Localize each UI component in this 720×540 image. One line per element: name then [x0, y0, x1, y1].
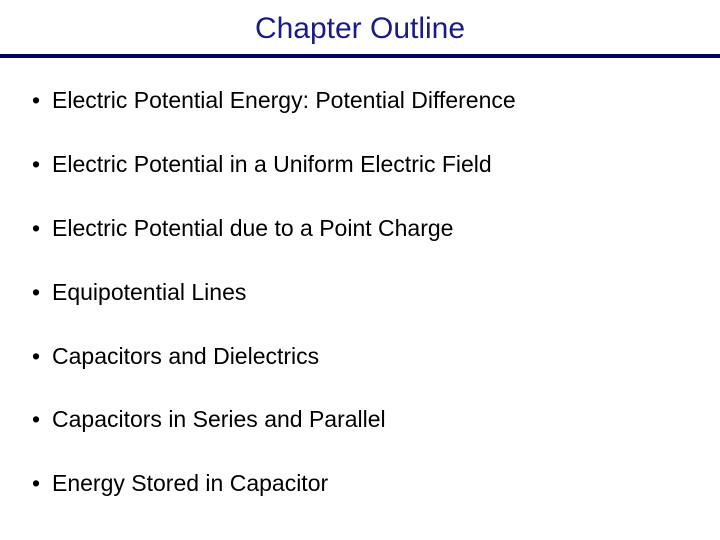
list-item: Capacitors in Series and Parallel — [28, 405, 692, 435]
list-item: Electric Potential Energy: Potential Dif… — [28, 86, 692, 116]
list-item: Energy Stored in Capacitor — [28, 469, 692, 499]
outline-list: Electric Potential Energy: Potential Dif… — [28, 86, 692, 499]
title-divider — [0, 54, 720, 58]
list-item: Equipotential Lines — [28, 278, 692, 308]
list-item: Capacitors and Dielectrics — [28, 342, 692, 372]
slide-content: Electric Potential Energy: Potential Dif… — [0, 86, 720, 499]
list-item: Electric Potential in a Uniform Electric… — [28, 150, 692, 180]
slide-container: Chapter Outline Electric Potential Energ… — [0, 0, 720, 540]
slide-title: Chapter Outline — [0, 12, 720, 46]
list-item: Electric Potential due to a Point Charge — [28, 214, 692, 244]
